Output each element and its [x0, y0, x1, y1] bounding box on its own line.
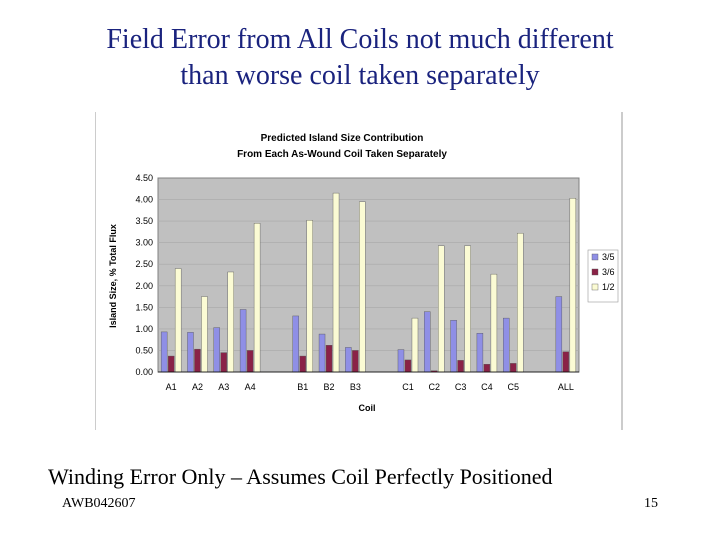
y-tick-label: 3.00 — [135, 238, 153, 248]
bar — [325, 345, 333, 373]
bar — [424, 311, 431, 373]
chart-title-line-1: Predicted Island Size Contribution — [261, 133, 424, 144]
x-tick-label: C2 — [429, 382, 441, 392]
bar — [397, 349, 405, 373]
bar — [292, 315, 299, 373]
x-axis-label: Coil — [359, 403, 376, 413]
slide-title-line-1: Field Error from All Coils not much diff… — [106, 24, 614, 55]
x-tick-label: ALL — [558, 382, 574, 392]
bar — [483, 364, 491, 373]
bar — [517, 232, 524, 373]
y-tick-label: 0.50 — [135, 345, 153, 355]
bar-chart-svg: Predicted Island Size Contribution From … — [95, 112, 625, 430]
legend-swatch — [591, 283, 599, 291]
bar — [213, 327, 220, 373]
bar — [450, 320, 457, 373]
bar — [457, 360, 464, 373]
bar — [476, 332, 484, 373]
x-tick-label: B3 — [350, 382, 361, 392]
slide-title-line-2: than worse coil taken separately — [180, 60, 540, 91]
x-tick-label: A3 — [218, 382, 229, 392]
y-tick-label: 2.00 — [135, 281, 153, 291]
bar — [318, 333, 326, 373]
x-tick-label: B1 — [297, 382, 308, 392]
bar — [167, 355, 175, 373]
bar — [503, 317, 510, 373]
y-tick-label: 4.50 — [135, 173, 153, 183]
bar — [352, 350, 359, 373]
y-tick-label: 2.50 — [135, 259, 153, 269]
legend-swatch — [591, 268, 599, 276]
bar — [246, 350, 254, 373]
chart-title-line-2: From Each As-Wound Coil Taken Separately — [237, 149, 447, 160]
bar — [299, 355, 306, 373]
bar — [411, 317, 419, 373]
chart-caption: Winding Error Only – Assumes Coil Perfec… — [48, 464, 553, 489]
bar — [510, 363, 517, 373]
x-tick-label: C5 — [507, 382, 519, 392]
legend-swatch — [591, 253, 599, 261]
bar — [160, 331, 168, 373]
bar — [562, 351, 570, 373]
x-tick-label: A2 — [192, 382, 203, 392]
x-tick-label: C4 — [481, 382, 493, 392]
y-tick-label: 3.50 — [135, 216, 153, 226]
page-number: 15 — [644, 496, 658, 511]
bar — [332, 192, 340, 373]
bar — [201, 296, 208, 373]
bar — [253, 223, 261, 373]
bar — [174, 268, 182, 373]
y-axis-label: Island Size, % Total Flux — [108, 224, 118, 328]
x-tick-label: C1 — [402, 382, 414, 392]
bar — [220, 352, 227, 373]
bar — [438, 245, 445, 373]
legend-label: 3/5 — [602, 252, 615, 262]
bar — [306, 220, 313, 373]
bar — [404, 359, 412, 373]
bar-chart: Predicted Island Size Contribution From … — [95, 112, 625, 430]
bar — [359, 201, 366, 373]
bar — [555, 296, 563, 373]
plot-area — [157, 177, 580, 373]
y-tick-label: 4.00 — [135, 195, 153, 205]
x-tick-label: A4 — [245, 382, 256, 392]
y-tick-label: 1.50 — [135, 302, 153, 312]
bar — [490, 273, 498, 373]
bar — [345, 347, 352, 373]
footer-document-id: AWB042607 — [62, 496, 136, 511]
legend-label: 1/2 — [602, 282, 615, 292]
bar — [239, 309, 247, 373]
x-tick-label: B2 — [324, 382, 335, 392]
y-tick-label: 0.00 — [135, 367, 153, 377]
x-tick-label: C3 — [455, 382, 467, 392]
y-tick-label: 1.00 — [135, 324, 153, 334]
bar — [464, 245, 471, 373]
bar — [227, 271, 234, 373]
bar — [187, 332, 194, 373]
legend-label: 3/6 — [602, 267, 615, 277]
bar — [569, 198, 577, 373]
x-tick-label: A1 — [166, 382, 177, 392]
bar — [194, 348, 201, 373]
